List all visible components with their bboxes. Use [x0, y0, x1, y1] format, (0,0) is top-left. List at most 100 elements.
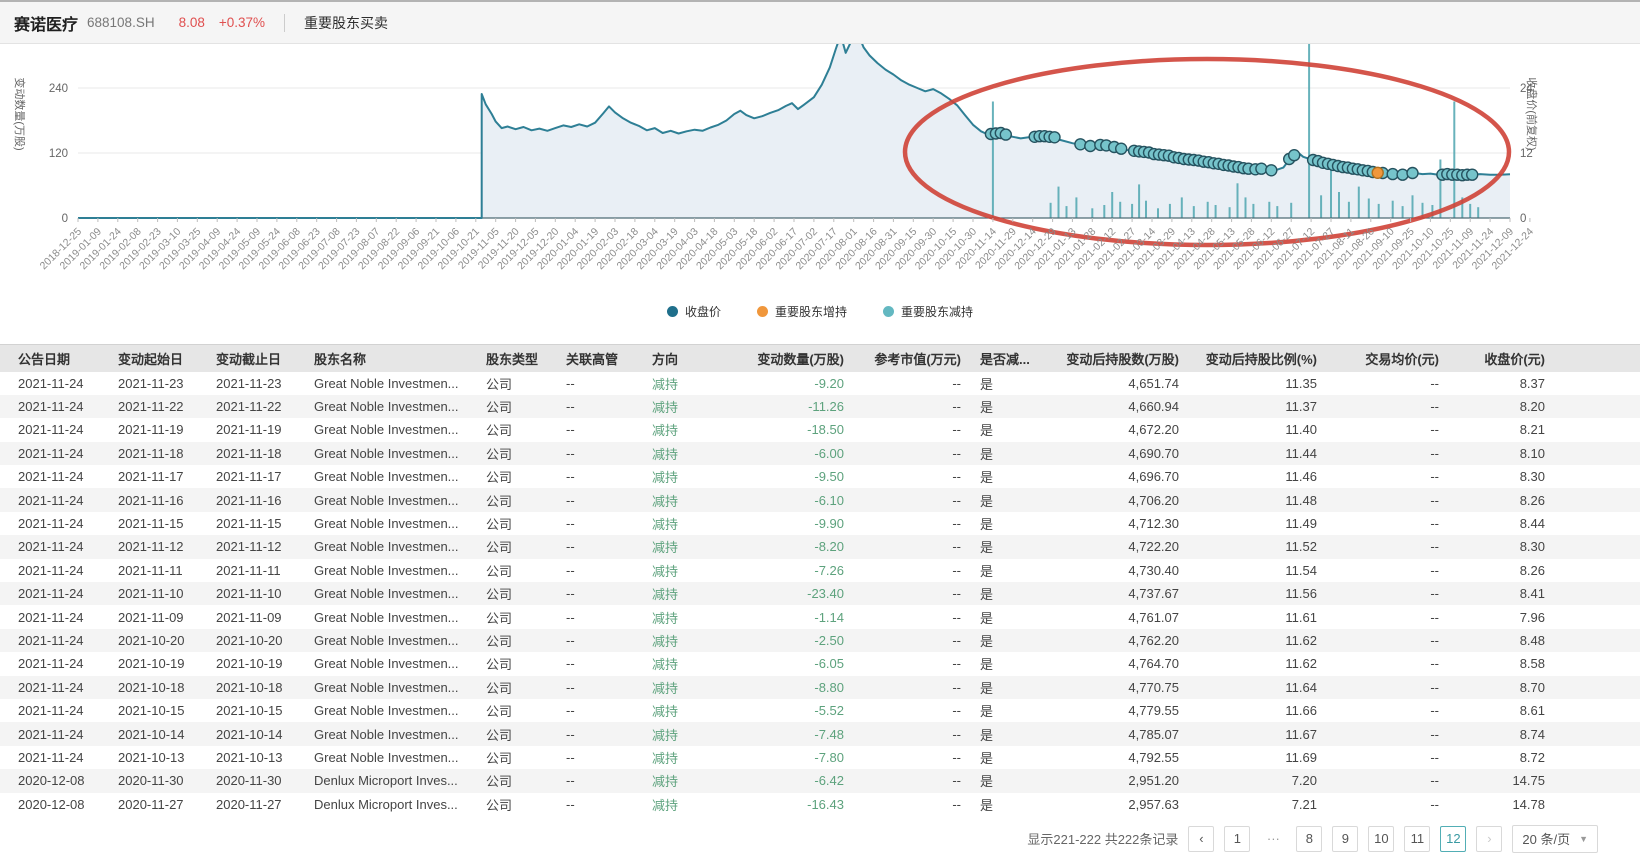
cell-holder-type: 公司 — [486, 704, 513, 720]
cell-change-amount: -9.20 — [814, 375, 844, 391]
cell-ratio-after: 11.48 — [1285, 492, 1317, 508]
cell-close-price: 8.37 — [1519, 375, 1545, 391]
volume-bar — [1252, 203, 1255, 218]
cell-close-price: 8.58 — [1519, 656, 1545, 672]
prev-page-button[interactable]: ‹ — [1188, 825, 1215, 852]
cell-shares-after: 4,785.07 — [1128, 726, 1179, 742]
cell-start-date: 2021-11-19 — [118, 422, 184, 438]
cell-announce-date: 2021-11-24 — [18, 632, 84, 648]
cell-start-date: 2021-10-13 — [118, 749, 185, 765]
page-button-9[interactable]: 9 — [1332, 825, 1359, 852]
volume-bar — [1091, 208, 1094, 219]
cell-holder-name: Great Noble Investmen... — [314, 562, 459, 578]
cell-ref-market-value: -- — [952, 749, 961, 765]
volume-bar — [1168, 203, 1171, 218]
cell-direction: 减持 — [652, 633, 679, 649]
table-row: 2021-11-24 2021-11-12 2021-11-12 Great Nobl… — [0, 535, 1640, 559]
table-row: 2021-11-24 2021-10-13 2021-10-13 Great Nobl… — [0, 746, 1640, 769]
cell-announce-date: 2021-11-24 — [18, 399, 84, 415]
cell-shares-after: 2,957.63 — [1128, 796, 1179, 812]
cell-ref-market-value: -- — [952, 586, 961, 602]
cell-shares-after: 4,712.30 — [1128, 516, 1179, 532]
cell-is-reduction: 是 — [980, 797, 994, 813]
left-axis-title: 变动数量(万股) — [13, 77, 27, 150]
cell-avg-price: -- — [1430, 679, 1439, 695]
decrease-marker — [999, 128, 1012, 141]
chevron-down-icon: ▼ — [1579, 833, 1588, 844]
cell-ratio-after: 11.54 — [1285, 562, 1317, 578]
volume-bar — [1138, 184, 1141, 218]
cell-direction: 减持 — [652, 470, 679, 486]
shareholder-trading-table: 公告日期 变动起始日 变动截止日 股东名称 股东类型 关联高管 方向 变动数量(万股) 参考市值… — [0, 344, 1640, 816]
column-header-change-amount: 变动数量(万股) — [714, 344, 845, 372]
cell-close-price: 8.70 — [1519, 679, 1545, 695]
cell-end-date: 2021-10-19 — [216, 656, 283, 672]
cell-start-date: 2021-10-15 — [118, 703, 185, 719]
cell-shares-after: 4,660.94 — [1128, 399, 1179, 415]
cell-avg-price: -- — [1430, 586, 1439, 602]
cell-shares-after: 4,764.70 — [1128, 656, 1179, 672]
cell-announce-date: 2021-11-24 — [18, 539, 84, 555]
cell-change-amount: -18.50 — [807, 422, 844, 438]
page-size-select[interactable]: 20 条/页 ▼ — [1512, 824, 1598, 853]
page-button-12[interactable]: 12 — [1440, 825, 1467, 852]
cell-close-price: 8.26 — [1519, 562, 1545, 578]
cell-ref-market-value: -- — [952, 562, 961, 578]
table-row: 2021-11-24 2021-11-22 2021-11-22 Great Nobl… — [0, 394, 1640, 419]
cell-close-price: 8.30 — [1519, 539, 1545, 555]
cell-end-date: 2021-11-22 — [216, 399, 282, 415]
cell-ratio-after: 11.67 — [1285, 726, 1317, 742]
cell-close-price: 8.41 — [1519, 586, 1545, 602]
volume-bar — [1276, 206, 1279, 218]
page-button-8[interactable]: 8 — [1296, 825, 1323, 852]
cell-is-reduction: 是 — [980, 704, 994, 720]
legend-item-increase[interactable]: 重要股东增持 — [756, 303, 847, 320]
page-button-11[interactable]: 11 — [1404, 825, 1431, 852]
cell-ratio-after: 11.64 — [1285, 679, 1317, 695]
cell-avg-price: -- — [1430, 773, 1439, 789]
volume-bar — [1411, 195, 1414, 219]
cell-is-reduction: 是 — [980, 423, 994, 439]
cell-avg-price: -- — [1430, 632, 1439, 648]
next-page-button[interactable]: › — [1476, 825, 1503, 852]
cell-ref-market-value: -- — [952, 726, 961, 742]
vertical-divider — [284, 13, 286, 32]
page-button-1[interactable]: 1 — [1224, 825, 1251, 852]
cell-avg-price: -- — [1430, 796, 1439, 812]
cell-holder-name: Great Noble Investmen... — [314, 375, 459, 391]
cell-start-date: 2020-11-30 — [118, 773, 184, 789]
volume-bar — [1111, 192, 1114, 218]
volume-bar — [1049, 202, 1052, 218]
cell-change-amount: -6.00 — [814, 445, 844, 461]
cell-holder-name: Great Noble Investmen... — [314, 726, 459, 742]
cell-avg-price: -- — [1430, 516, 1439, 532]
cell-is-reduction: 是 — [980, 610, 994, 626]
volume-bar — [1180, 197, 1183, 218]
tab-important-shareholder-trading[interactable]: 重要股东买卖 — [304, 14, 389, 31]
pagination-bar: 显示221-222 共222条记录 ‹ 1 ··· 8 9 10 11 12 › 20 条/页 … — [0, 816, 1640, 853]
cell-avg-price: -- — [1430, 703, 1439, 719]
column-header-close-price: 收盘价(元) — [1440, 344, 1640, 372]
cell-is-reduction: 是 — [980, 446, 994, 462]
cell-close-price: 8.48 — [1519, 632, 1545, 648]
legend-item-close-price[interactable]: 收盘价 — [666, 303, 721, 320]
cell-related-exec: -- — [566, 445, 575, 461]
cell-holder-name: Great Noble Investmen... — [314, 399, 459, 415]
cell-shares-after: 4,770.75 — [1128, 679, 1179, 695]
cell-announce-date: 2020-12-08 — [18, 796, 85, 812]
volume-bar — [1439, 159, 1442, 218]
cell-close-price: 8.10 — [1519, 445, 1545, 461]
volume-bar — [1461, 197, 1464, 218]
cell-announce-date: 2021-11-24 — [18, 469, 84, 485]
page-button-10[interactable]: 10 — [1368, 825, 1395, 852]
cell-holder-name: Great Noble Investmen... — [314, 609, 459, 625]
cell-close-price: 8.74 — [1519, 726, 1545, 742]
legend-item-decrease[interactable]: 重要股东减持 — [883, 303, 973, 320]
cell-shares-after: 4,762.20 — [1128, 632, 1179, 648]
cell-ref-market-value: -- — [952, 679, 961, 695]
table-row: 2020-12-08 2020-11-30 2020-11-30 Denlux Mic… — [0, 769, 1640, 793]
cell-change-amount: -23.40 — [807, 586, 844, 602]
cell-is-reduction: 是 — [980, 400, 994, 416]
cell-related-exec: -- — [566, 796, 575, 812]
cell-announce-date: 2021-11-24 — [18, 445, 84, 461]
